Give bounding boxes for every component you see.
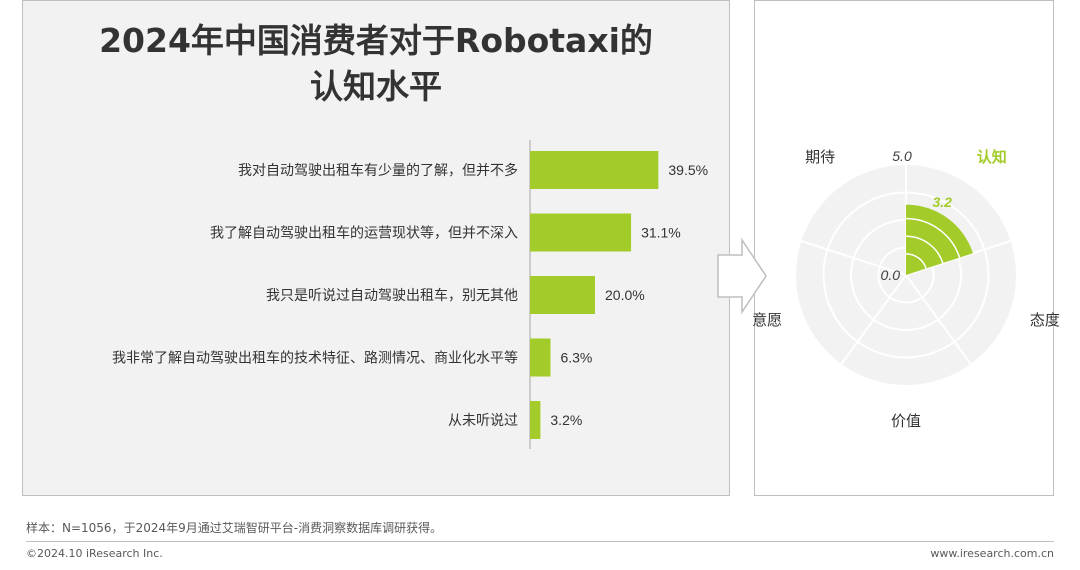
bar-4 [530, 401, 541, 439]
bar-category-label-4: 从未听说过 [448, 412, 518, 428]
footer-divider [26, 541, 1054, 542]
website-link[interactable]: www.iresearch.com.cn [930, 547, 1054, 560]
bar-value-label-1: 31.1% [641, 225, 681, 241]
polar-sector-ring-0-2 [905, 217, 961, 258]
polar-axis-label-2: 价值 [891, 413, 921, 430]
bar-value-label-0: 39.5% [668, 162, 708, 178]
polar-axis-label-3: 意愿 [752, 311, 782, 329]
bar-chart: 我对自动驾驶出租车有少量的了解，但并不多 39.5% 我了解自动驾驶出租车的运营现状… [112, 140, 708, 449]
bar-category-label-0: 我对自动驾驶出租车有少量的了解，但并不多 [238, 162, 518, 178]
bar-category-label-1: 我了解自动驾驶出租车的运营现状等，但并不深入 [210, 225, 518, 241]
bar-2 [530, 276, 595, 314]
copyright-text: ©2024.10 iResearch Inc. [26, 547, 163, 560]
bar-0 [530, 151, 659, 189]
bar-value-label-4: 3.2% [550, 412, 582, 428]
bar-category-label-3: 我非常了解自动驾驶出租车的技术特征、路测情况、商业化水平等 [112, 350, 518, 366]
page-title: 2024年中国消费者对于Robotaxi的 认知水平 [99, 21, 653, 106]
bar-3 [530, 338, 551, 377]
bar-category-label-2: 我只是听说过自动驾驶出租车，别无其他 [266, 287, 518, 303]
polar-axis-label-1: 态度 [1030, 312, 1060, 329]
polar-rmin-label: 0.0 [881, 267, 901, 283]
polar-spoke-4 [801, 240, 907, 276]
polar-spoke-2 [905, 274, 972, 365]
bar-value-label-3: 6.3% [560, 350, 592, 366]
polar-value-label-0: 3.2 [932, 194, 952, 210]
polar-sector-ring-0-0 [905, 253, 927, 269]
polar-spoke-3 [840, 274, 907, 365]
polar-sector-0 [906, 204, 973, 275]
bar-1 [530, 213, 632, 252]
polar-sector-ring-0-1 [905, 235, 944, 264]
arrow-icon [717, 237, 767, 315]
polar-rmax-label: 5.0 [892, 148, 912, 164]
bar-value-label-2: 20.0% [605, 287, 645, 303]
polar-axis-label-0: 认知 [977, 148, 1007, 166]
sample-note: 样本：N=1056，于2024年9月通过艾瑞智研平台-消费洞察数据库调研获得。 [26, 521, 443, 535]
polar-axis-label-4: 期待 [805, 149, 835, 166]
